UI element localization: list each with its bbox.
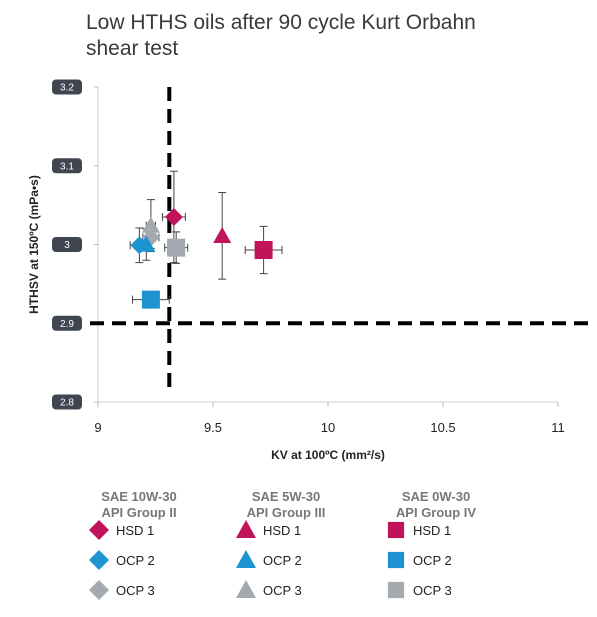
x-axis-label: KV at 100ºC (mm²/s) (271, 448, 385, 462)
legend-marker-square (387, 521, 405, 539)
x-tick-label: 9.5 (204, 420, 222, 435)
point-triangle-ocp-3 (141, 216, 160, 233)
chart-title-line-1: Low HTHS oils after 90 cycle Kurt Orbahn (86, 11, 476, 34)
y-tick-label: 2.8 (60, 398, 74, 409)
legend-label: OCP 3 (116, 583, 155, 598)
x-tick-label: 10 (321, 420, 335, 435)
legend-marker-diamond (89, 580, 109, 600)
x-tick-label: 9 (94, 420, 101, 435)
point-triangle-hsd-1 (213, 226, 232, 244)
legend-group-subheading: API Group IV (396, 505, 477, 520)
legend-label: OCP 2 (413, 553, 452, 568)
point-square-ocp-2 (141, 290, 160, 309)
y-axis-label: HTHSV at 150ºC (mPa•s) (27, 175, 41, 314)
x-tick-label: 10.5 (430, 420, 455, 435)
legend-label: OCP 2 (263, 553, 302, 568)
x-tick-label: 11 (551, 420, 565, 435)
legend-group-heading: SAE 0W-30 (402, 489, 470, 504)
chart-title: Low HTHS oils after 90 cycle Kurt Orbahn… (86, 10, 566, 62)
point-triangle-ocp-2 (137, 235, 156, 252)
point-square-ocp-3 (167, 238, 186, 257)
y-tick-label: 3 (64, 240, 70, 251)
y-tick-badge (52, 394, 82, 410)
y-tick-label: 3.2 (60, 83, 74, 94)
legend-marker-diamond (89, 520, 109, 540)
legend-group-heading: SAE 5W-30 (252, 489, 320, 504)
y-tick-label: 2.9 (60, 319, 74, 330)
legend-marker-triangle (236, 520, 256, 538)
y-tick-badge (52, 237, 82, 252)
legend-group-heading: SAE 10W-30 (101, 489, 177, 504)
legend-label: OCP 2 (116, 553, 155, 568)
legend-label: HSD 1 (413, 523, 451, 538)
y-tick-badge (52, 158, 82, 174)
legend-label: OCP 3 (263, 583, 302, 598)
legend-label: HSD 1 (263, 523, 301, 538)
data-points (129, 170, 283, 309)
y-tick-badge (52, 79, 82, 95)
legend-marker-diamond (89, 550, 109, 570)
point-square-hsd-1 (254, 241, 273, 260)
legend-marker-square (387, 551, 405, 569)
chart-title-line-2: shear test (86, 37, 179, 60)
legend-group-subheading: API Group III (247, 505, 326, 520)
legend-marker-triangle (236, 580, 256, 598)
legend-group-subheading: API Group II (101, 505, 176, 520)
legend-marker-square (387, 581, 405, 599)
point-diamond-hsd-1 (164, 207, 183, 226)
legend-label: HSD 1 (116, 523, 154, 538)
legend-marker-triangle (236, 550, 256, 568)
y-tick-badge (52, 315, 82, 331)
y-tick-label: 3.1 (60, 161, 74, 172)
legend-label: OCP 3 (413, 583, 452, 598)
